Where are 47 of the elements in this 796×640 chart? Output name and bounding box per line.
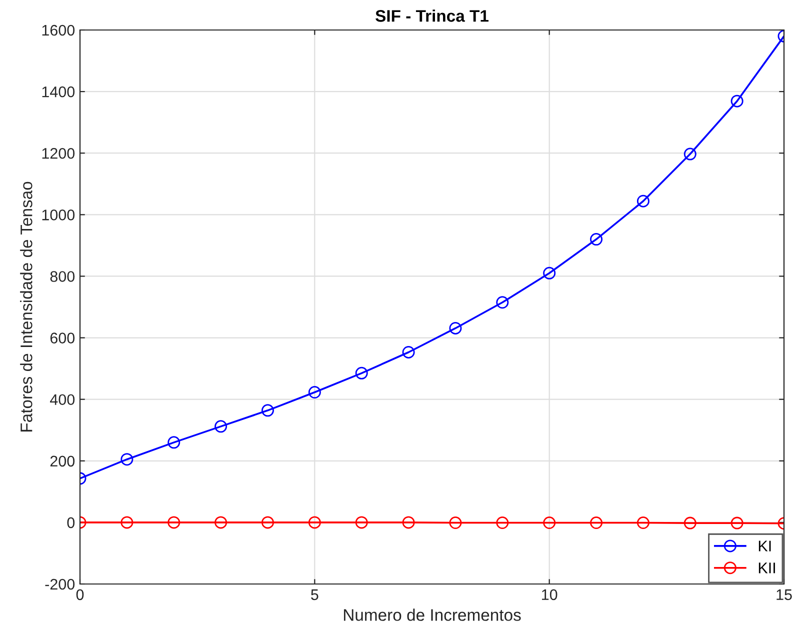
point bbox=[636, 194, 650, 208]
point bbox=[730, 94, 744, 108]
point bbox=[402, 516, 415, 529]
point bbox=[261, 404, 274, 417]
point bbox=[684, 148, 696, 160]
chart-title: SIF - Trinca T1 bbox=[376, 10, 488, 22]
point bbox=[214, 516, 228, 529]
y-axis-title: Fatores de Intensidade de Tensao bbox=[20, 182, 32, 432]
point bbox=[261, 516, 274, 529]
point bbox=[543, 266, 556, 280]
point bbox=[402, 346, 415, 358]
y-tick-label: 1600 bbox=[42, 24, 75, 36]
point bbox=[590, 516, 603, 530]
y-tick-label: -200 bbox=[45, 578, 75, 590]
point bbox=[168, 436, 180, 449]
point bbox=[636, 516, 650, 530]
point bbox=[590, 233, 603, 246]
point bbox=[684, 516, 696, 530]
point bbox=[543, 516, 556, 530]
x-tick-label: 15 bbox=[776, 589, 792, 600]
y-tick-label: 1000 bbox=[42, 210, 75, 220]
point bbox=[449, 322, 462, 334]
y-tick-label: 800 bbox=[50, 271, 75, 282]
y-tick-label: 600 bbox=[50, 332, 75, 344]
x-tick-label: 0 bbox=[76, 589, 84, 600]
point bbox=[308, 516, 321, 529]
y-tick-label: 200 bbox=[50, 456, 75, 467]
point bbox=[120, 516, 134, 529]
point bbox=[308, 386, 321, 399]
x-tick-label: 10 bbox=[542, 589, 558, 600]
y-tick-label: 400 bbox=[50, 394, 75, 406]
point bbox=[496, 516, 509, 530]
point bbox=[355, 366, 368, 380]
y-tick-label: 0 bbox=[67, 517, 75, 528]
y-tick-label: 1200 bbox=[42, 148, 75, 159]
point bbox=[496, 296, 509, 309]
y-tick-label: 1400 bbox=[42, 86, 75, 98]
point bbox=[168, 516, 180, 529]
legend-label: KI bbox=[758, 540, 771, 552]
point bbox=[214, 420, 228, 433]
x-tick-label: 5 bbox=[311, 589, 318, 600]
point bbox=[449, 516, 462, 530]
point bbox=[355, 516, 368, 529]
legend-label: KII bbox=[758, 562, 775, 574]
point bbox=[730, 516, 744, 530]
point bbox=[120, 453, 134, 466]
x-axis-title: Numero de Incrementos bbox=[344, 608, 521, 621]
